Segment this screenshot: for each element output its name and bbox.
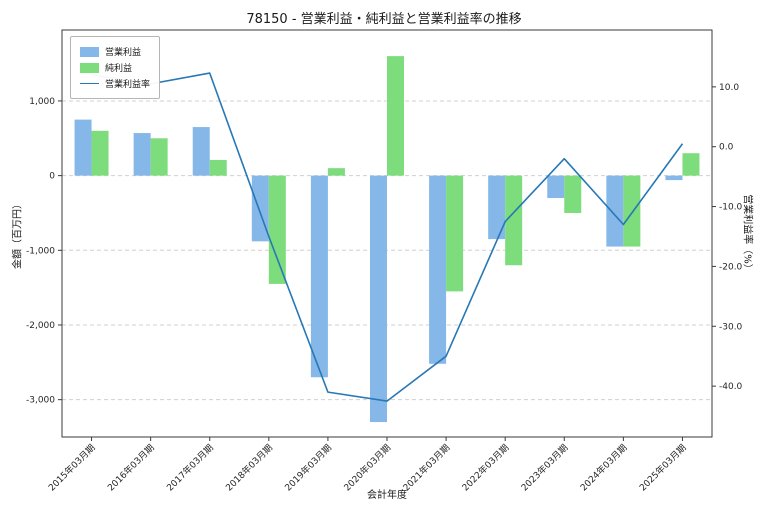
bar-純利益 xyxy=(446,175,464,292)
bar-営業利益 xyxy=(547,175,565,199)
y-left-tick-label: -3,000 xyxy=(26,396,55,406)
bar-営業利益 xyxy=(74,119,92,176)
y-left-tick-label: 1,000 xyxy=(29,97,55,107)
rate-line xyxy=(91,72,684,402)
bar-営業利益 xyxy=(606,175,624,247)
bar-純利益 xyxy=(505,175,523,266)
y-right-tick-label: -30.0 xyxy=(719,322,743,332)
y-axis-label-left: 金額（百万円） xyxy=(12,199,24,269)
bar-営業利益 xyxy=(133,133,151,176)
bar-営業利益 xyxy=(192,127,210,176)
y-right-tick-label: 0.0 xyxy=(719,143,734,153)
legend-label: 営業利益率 xyxy=(105,80,151,90)
chart-title: 78150 - 営業利益・純利益と営業利益率の推移 xyxy=(246,12,522,27)
bar-純利益 xyxy=(209,159,227,176)
y-left-tick-label: -1,000 xyxy=(26,246,55,256)
bar-純利益 xyxy=(268,175,286,284)
bar-純利益 xyxy=(150,138,168,176)
bar-純利益 xyxy=(682,153,700,176)
bar-営業利益 xyxy=(488,175,506,240)
y-axis-label-right: 営業利益率（%） xyxy=(741,194,753,274)
bar-営業利益 xyxy=(310,175,328,378)
y-left-tick-label: -2,000 xyxy=(26,321,55,331)
legend-label: 純利益 xyxy=(105,64,133,74)
bar-営業利益 xyxy=(370,175,387,423)
legend-entry: 純利益 xyxy=(80,61,150,74)
x-axis-label: 会計年度 xyxy=(367,490,407,501)
legend-label: 営業利益 xyxy=(105,48,142,58)
legend-entry: 営業利益率 xyxy=(80,77,150,90)
bar-純利益 xyxy=(564,175,582,213)
bar-純利益 xyxy=(327,168,345,176)
y-right-tick-label: 10.0 xyxy=(719,83,739,93)
legend-color-swatch xyxy=(80,62,99,73)
legend-entry: 営業利益 xyxy=(80,45,150,58)
y-right-tick-label: -40.0 xyxy=(719,382,743,392)
y-left-tick-label: 0 xyxy=(49,172,55,182)
legend: 営業利益純利益営業利益率 xyxy=(70,36,161,99)
bar-営業利益 xyxy=(665,175,683,181)
bar-純利益 xyxy=(387,56,404,176)
y-right-tick-label: -20.0 xyxy=(719,262,743,272)
legend-line-sample xyxy=(80,83,99,84)
y-right-tick-label: -10.0 xyxy=(719,203,743,213)
bar-純利益 xyxy=(623,175,641,247)
bar-純利益 xyxy=(91,130,109,176)
bar-営業利益 xyxy=(429,175,447,364)
legend-color-swatch xyxy=(80,46,99,57)
